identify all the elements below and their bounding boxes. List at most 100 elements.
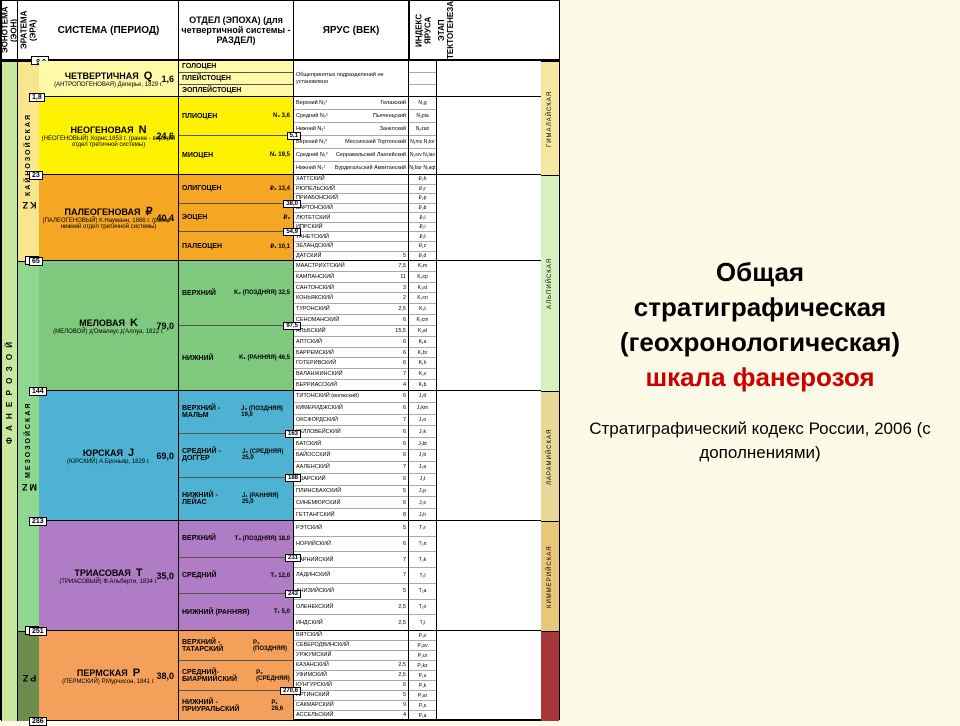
index-cell: K₁v <box>409 369 436 380</box>
period-cell: НЕОГЕНОВАЯ N(НЕОГЕНОВЫЙ) Хорнс,1853 г. (… <box>39 97 179 174</box>
stage-cell: ВЯТСКИЙ <box>294 631 408 641</box>
index-cell: J₁h <box>409 509 436 520</box>
index-cell: J₁p <box>409 486 436 498</box>
cap-l3: (геохронологическая) <box>620 327 900 357</box>
stage-cell: РЮПЕЛЬСКИЙ <box>294 185 408 195</box>
index-cell: P₃v <box>409 631 436 641</box>
tekt-cell: АЛЬПИЙСКАЯ <box>541 175 559 391</box>
period-row: ПАЛЕОГЕНОВАЯ ₽(ПАЛЕОГЕНОВЫЙ) К.Науманн, … <box>39 175 541 261</box>
stage-cell: ИПРСКИЙ <box>294 223 408 233</box>
stage-cell: ТИТОНСКИЙ (волжский)6 <box>294 391 408 403</box>
index-cell: ₽₃r <box>409 185 436 195</box>
index-cell: P₁s <box>409 701 436 711</box>
epoch-cell: НИЖНИЙ - ПРИУРАЛЬСКИЙP₁ 28,6 <box>179 691 293 720</box>
stage-cell: ТУРОНСКИЙ2,5 <box>294 304 408 315</box>
caption-title: Общая стратиграфическая (геохронологичес… <box>620 255 900 395</box>
hdr-index: ИНДЕКС ЯРУСА <box>409 1 437 59</box>
stage-cell: ОЛЕНЕКСКИЙ2,5 <box>294 600 408 616</box>
epoch-cell: СРЕДНИЙ - ДОГГЕРJ₂ (СРЕДНЯЯ) 25,0188 <box>179 434 293 477</box>
stage-cell: ВАЛАНЖИНСКИЙ7 <box>294 369 408 380</box>
stage-cell: МААСТРИХТСКИЙ7,5 <box>294 261 408 272</box>
stage-cell: ТАНЕТСКИЙ <box>294 232 408 242</box>
stage-cell: БАРТОНСКИЙ <box>294 204 408 214</box>
stage-cell: БАЙОССКИЙ6 <box>294 450 408 462</box>
stage-cell: Нижний N₂¹Занклский <box>294 123 408 136</box>
tekt-cell: КИММЕРИЙСКАЯ <box>541 521 559 631</box>
stage-cell: БАТСКИЙ6 <box>294 438 408 450</box>
index-cell <box>409 61 436 73</box>
index-cell: ₽₁d <box>409 252 436 261</box>
stage-cell: РЭТСКИЙ5 <box>294 521 408 537</box>
index-cell: N₂g <box>409 97 436 110</box>
cap-l4: шкала фанерозоя <box>645 362 874 392</box>
index-cell: K₂t <box>409 304 436 315</box>
stage-cell: КАРНИЙСКИЙ7 <box>294 552 408 568</box>
index-cell: T₁i <box>409 615 436 630</box>
tekt-cell: ЛАРАМИЙСКАЯ <box>541 391 559 521</box>
index-cell: K₁br <box>409 348 436 359</box>
index-cell: N₂zan <box>409 123 436 136</box>
index-cell: P₁a <box>409 711 436 720</box>
period-row: ТРИАСОВАЯ T(ТРИАСОВЫЙ) Ф.Альберти, 1834 … <box>39 521 541 631</box>
period-row: ЧЕТВЕРТИЧНАЯ Q(АНТРОПОГЕНОВАЯ) Деперье, … <box>39 61 541 97</box>
stage-cell: САКМАРСКИЙ9 <box>294 701 408 711</box>
index-cell: T₃n <box>409 537 436 553</box>
caption-sub: Стратиграфический кодекс России, 2006 (с… <box>580 417 940 465</box>
period-cell: ПЕРМСКАЯ P(ПЕРМСКИЙ) Р.Мурчисон, 1841 г.… <box>39 631 179 720</box>
epoch-cell: ЭОПЛЕЙСТОЦЕН <box>179 85 293 96</box>
stage-cell: УФИМСКИЙ2,5 <box>294 671 408 681</box>
index-cell: J₃tt <box>409 391 436 403</box>
stage-cell: АНИЗИЙСКИЙ5 <box>294 584 408 600</box>
index-cell: J₂b <box>409 450 436 462</box>
eon-cell: Ф А Н Е Р О З О Й <box>1 61 17 721</box>
index-cell <box>409 73 436 85</box>
epoch-cell: НИЖНИЙ - ЛЕЙАСJ₁ (РАННЯЯ) 25,0 <box>179 478 293 520</box>
period-cell: ЧЕТВЕРТИЧНАЯ Q(АНТРОПОГЕНОВАЯ) Деперье, … <box>39 61 179 96</box>
index-cell: P₁ar <box>409 691 436 701</box>
era-cell: KZ КАЙНОЗОЙСКАЯ66 <box>17 61 39 261</box>
index-cell: ₽₁z <box>409 242 436 252</box>
index-cell: J₂a <box>409 462 436 474</box>
index-cell: K₂cm <box>409 315 436 326</box>
stage-cell: ЛЮТЕТСКИЙ <box>294 213 408 223</box>
index-cell: P₁k <box>409 681 436 691</box>
index-cell: N₁bur N₁aqt <box>409 162 436 174</box>
index-cell: J₃o <box>409 415 436 427</box>
index-cell: ₽₁t <box>409 232 436 242</box>
epoch-cell: ВЕРХНИЙT₃ (ПОЗДНЯЯ) 18,0231 <box>179 521 293 558</box>
stage-cell: Общепринятых подразделений не установлен… <box>294 61 408 96</box>
stage-cell: ЗЕЛАНДСКИЙ <box>294 242 408 252</box>
index-cell: ₽₂i <box>409 223 436 233</box>
era-cell: PZ 322 <box>17 631 39 721</box>
epoch-cell: ЭОЦЕН₽₂54,9 <box>179 204 293 233</box>
epoch-cell: НИЖНИЙ (РАННЯЯ)T₁ 5,0 <box>179 594 293 630</box>
index-cell: K₂cn <box>409 293 436 304</box>
index-cell: J₃km <box>409 403 436 415</box>
index-cell: P₃sv <box>409 641 436 651</box>
hdr-tekt: ЭТАП ТЕКТОГЕНЕЗА <box>437 1 455 59</box>
epoch-cell: ВЕРХНИЙ - МАЛЬМJ₃ (ПОЗДНЯЯ) 19,0163 <box>179 391 293 434</box>
stage-cell: НОРИЙСКИЙ6 <box>294 537 408 553</box>
cap-l1: Общая <box>716 257 804 287</box>
stage-cell: КЕЛЛОВЕЙСКИЙ6 <box>294 426 408 438</box>
stage-cell: ЛАДИНСКИЙ7 <box>294 568 408 584</box>
epoch-cell: ПЛЕЙСТОЦЕН <box>179 73 293 85</box>
period-cell: ЮРСКАЯ J(ЮРСКИЙ) А.Броньяр, 1829 г.69,02… <box>39 391 179 520</box>
epoch-cell: НИЖНИЙK₁ (РАННЯЯ) 46,5 <box>179 326 293 390</box>
hdr-eon: ЭОНОТЕМА (ЭОН) <box>1 1 17 59</box>
period-row: ЮРСКАЯ J(ЮРСКИЙ) А.Броньяр, 1829 г.69,02… <box>39 391 541 521</box>
stage-cell: СЕВЕРОДВИНСКИЙ <box>294 641 408 651</box>
epoch-cell: ПЛИОЦЕНN₂ 3,65,1 <box>179 97 293 136</box>
period-row: МЕЛОВАЯ K(МЕЛОВОЙ) д'Омалиус д'Аллуа, 18… <box>39 261 541 391</box>
index-cell: K₁h <box>409 358 436 369</box>
stage-cell: ДАТСКИЙ5 <box>294 252 408 261</box>
index-cell: ₽₂p <box>409 194 436 204</box>
index-cell: T₃k <box>409 552 436 568</box>
period-cell: МЕЛОВАЯ K(МЕЛОВОЙ) д'Омалиус д'Аллуа, 18… <box>39 261 179 390</box>
stage-cell: ПРИАБОНСКИЙ <box>294 194 408 204</box>
index-cell: J₂bt <box>409 438 436 450</box>
index-cell: K₂st <box>409 283 436 294</box>
index-cell: K₁a <box>409 337 436 348</box>
cap-l2: стратиграфическая <box>634 292 886 322</box>
stage-cell: БАРРЕМСКИЙ6 <box>294 348 408 359</box>
